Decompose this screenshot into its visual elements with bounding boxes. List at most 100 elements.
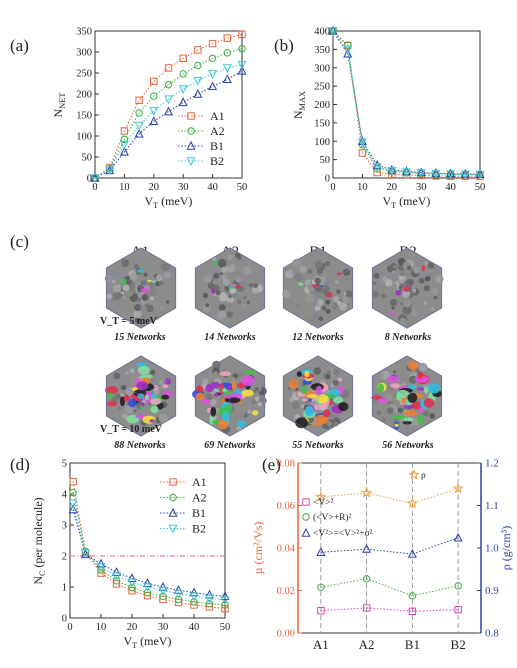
network-patch [376,398,389,403]
chart-e-legend-label: ρ [421,471,426,481]
cube-texture [133,264,140,270]
cube-texture [402,290,410,298]
cube-texture [232,293,238,299]
cube-texture [320,276,327,283]
cube-texture [406,265,412,271]
chart-d-xtick-label: 50 [220,622,231,633]
cube-texture [141,397,148,404]
cube-texture [402,261,412,271]
cube-texture [230,394,238,402]
cube-texture [406,364,413,372]
cube-texture [227,392,236,400]
network-patch [149,419,155,423]
chart-d-legend-label-b1: B1 [192,506,206,520]
chart-b-xtick-label: 40 [445,182,456,193]
cube-texture [117,406,122,411]
chart-b-point-a1 [373,168,381,177]
cube-texture [232,279,240,287]
chart-d-point-b1 [111,567,122,576]
chart-d-point-a2 [221,601,229,609]
cube-texture [309,287,316,293]
chart-d-point-b2 [158,587,168,596]
chart-a-point-b1 [237,65,247,75]
network-patch [407,361,419,370]
cube-texture [162,377,169,384]
chart-d-point-a1 [190,601,198,609]
chart-e-point [453,532,463,542]
network-patch [402,421,412,425]
network-patch [301,368,313,377]
cube-texture [380,373,385,378]
cube-texture [424,275,431,282]
cube-texture [111,295,118,302]
chart-b-point-a2 [432,170,440,179]
cube-texture [302,392,306,396]
cube-texture [223,283,232,292]
cube-texture [129,285,136,292]
cube-texture [328,368,338,378]
network-patch [388,312,397,315]
cube-texture [418,362,428,372]
cube-texture [431,386,440,395]
cube-texture [316,268,323,275]
cube-texture [246,310,251,315]
cube-texture [405,271,411,277]
chart-b-point-a1 [476,172,484,180]
chart-d-ytick-label: 4 [62,490,68,501]
network-patch [312,422,322,427]
chart-b-point-a1 [417,171,425,180]
cube-texture [314,260,323,269]
chart-d-series-line-b2 [72,503,226,601]
network-patch [162,390,173,399]
cube-texture [138,381,145,387]
cube-texture [403,387,409,393]
cube-texture [394,383,404,393]
cube-texture [411,268,420,278]
cube-texture [435,274,444,284]
cube-texture [233,392,240,400]
chart-b-point-b1 [387,164,397,174]
cube-texture [218,304,226,311]
cube-texture [396,388,404,397]
cube-texture [115,393,121,400]
chart-b-series-line-b2 [332,30,480,175]
cube-texture [137,395,145,404]
network-patch [289,379,299,389]
chart-d-point-b2 [220,596,230,606]
cube-texture [141,294,149,301]
cube-texture [243,266,252,275]
chart-d-point-a2 [174,595,183,604]
chart-a-point-b1 [178,97,188,107]
chart-a-xtick-label: 50 [237,182,248,193]
cube-texture [219,292,227,299]
cube-texture [202,378,209,385]
cube-texture [149,290,155,296]
cube-texture [371,290,379,298]
cube-texture [405,286,409,291]
cube-texture [123,275,133,285]
cube-texture [406,302,411,307]
network-patch [137,393,145,399]
network-patch [316,394,329,404]
cube-texture [333,417,338,422]
network-patch [302,373,315,379]
chart-d-xtick-label: 0 [67,622,72,633]
network-patch [336,386,344,395]
chart-a-point-b2 [178,85,188,95]
chart-e-point [408,607,417,616]
network-patch [135,378,143,388]
network-patch [131,392,143,402]
cube-texture [112,387,119,394]
network-patch [296,371,302,377]
cube-texture [209,413,217,421]
cube-texture [211,284,220,293]
cube-texture [160,390,166,396]
network-count-a2-10mev: 69 Networks [204,440,256,451]
cube-texture [300,404,305,409]
cube-texture [148,417,155,424]
cube-texture [339,302,348,311]
cube-texture [337,404,344,411]
cube-texture [423,285,430,292]
cube-texture [379,381,383,385]
network-patch [303,409,316,419]
